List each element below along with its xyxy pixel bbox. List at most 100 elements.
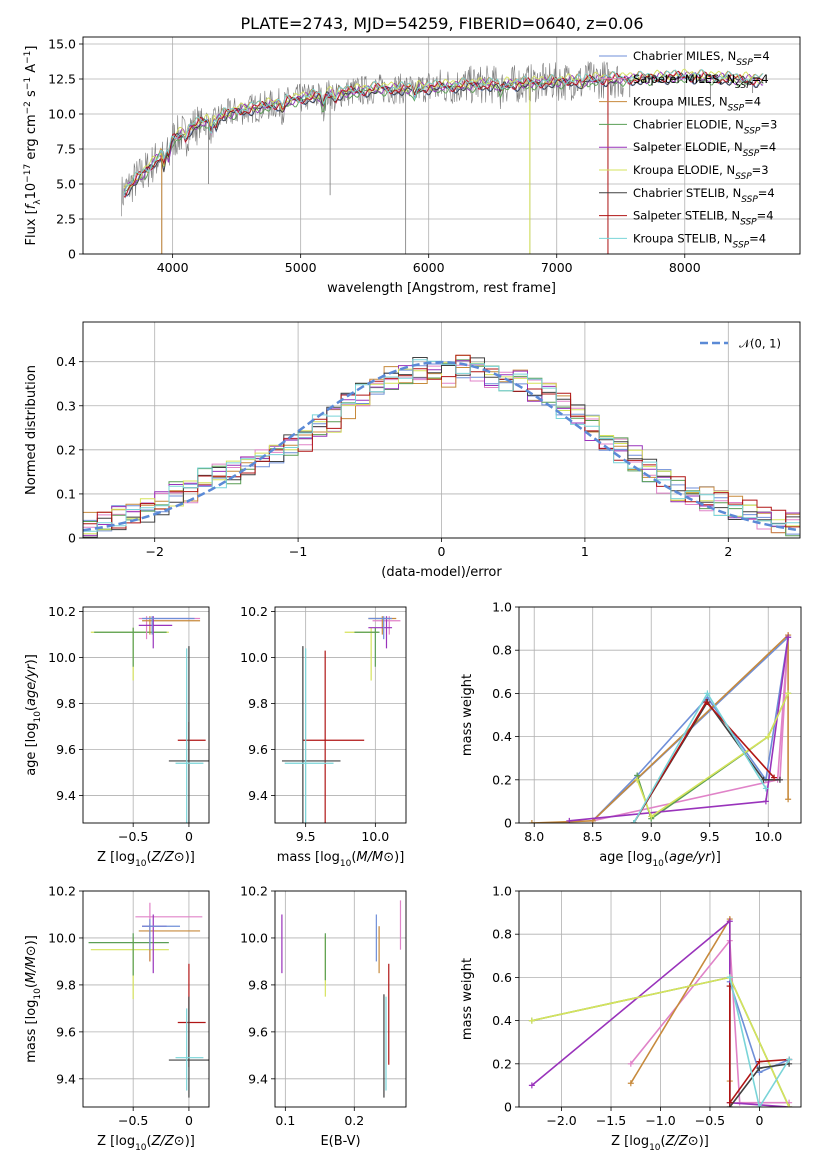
x-tick-label: 0.1 <box>275 1113 295 1128</box>
legend-label-chabrier-miles: Chabrier MILES, NSSP=4 <box>633 49 770 68</box>
x-tick-label: 9.5 <box>700 829 720 844</box>
y-tick-label: 10.2 <box>48 604 76 619</box>
mass-vs-Z-plot-area <box>88 902 209 1098</box>
histogram-legend: 𝒩(0, 1) <box>700 337 781 351</box>
y-tick-label: 0.3 <box>56 398 76 413</box>
marker-kroupa-miles <box>627 1080 634 1087</box>
mass-vs-EBV-plot-area <box>281 900 402 1098</box>
x-tick-label: 9.5 <box>296 829 316 844</box>
x-tick-label: −2 <box>145 544 163 559</box>
errorbar-kroupa-elodie <box>90 937 169 999</box>
errorbar-kroupa-stelib <box>175 648 204 823</box>
x-tick-label: −0.5 <box>118 829 148 844</box>
marker-salpeter-miles <box>627 1060 634 1067</box>
legend-label-kroupa-elodie: Kroupa ELODIE, NSSP=3 <box>633 163 769 182</box>
line-salpeter-stelib <box>728 986 790 1106</box>
y-tick-label: 9.8 <box>56 696 76 711</box>
spectrum-plot-area <box>121 61 764 254</box>
x-tick-label: 10.0 <box>361 829 389 844</box>
y-tick-label: 0.2 <box>492 1056 512 1071</box>
y-tick-label: 12.5 <box>48 72 76 87</box>
x-axis-label: E(B-V) <box>320 1134 360 1149</box>
errorbar-salpeter-elodie <box>142 914 167 974</box>
y-axis-label: mass weight <box>460 674 475 756</box>
marker-salpeter-stelib <box>771 774 778 781</box>
line-salpeter-miles <box>592 635 789 822</box>
y-tick-label: 9.4 <box>56 1071 76 1086</box>
marker-kroupa-elodie <box>765 733 772 740</box>
y-tick-label: 0 <box>504 816 512 831</box>
marker-kroupa-stelib <box>630 820 637 823</box>
line-kroupa-miles <box>531 633 789 823</box>
y-tick-label: 1.0 <box>492 884 512 899</box>
errorbar-salpeter-stelib <box>177 721 206 761</box>
x-axis-label: (data-model)/error <box>381 565 502 580</box>
plot-frame <box>82 321 801 539</box>
x-tick-label: 0 <box>185 1113 193 1128</box>
spectrum-legend: Chabrier MILES, NSSP=4 Salpeter MILES, NS… <box>599 49 777 250</box>
x-tick-label: 8.5 <box>583 829 603 844</box>
panel-age-vs-Z: −0.5 0 9.4 9.6 9.8 10.0 10.2 Z [log10(Z/Z⊙)] age… <box>24 604 210 869</box>
figure-title: PLATE=2743, MJD=54259, FIBERID=0640, z=0… <box>240 14 643 33</box>
panel-age-vs-mass: 9.5 10.0 9.4 9.6 9.8 10.0 10.2 mass [log10(M/M⊙… <box>240 604 407 869</box>
x-tick-label: 1 <box>581 544 589 559</box>
x-axis-label: Z [log10(Z/Z⊙)] <box>97 850 195 869</box>
x-tick-label: −1.5 <box>596 1113 626 1128</box>
x-tick-label: 2 <box>724 544 732 559</box>
errorbar-salpeter-miles <box>138 616 201 640</box>
line-kroupa-elodie <box>636 693 789 818</box>
y-tick-label: 0.4 <box>492 1013 512 1028</box>
marker-kroupa-stelib <box>704 690 711 697</box>
x-tick-label: 9.0 <box>641 829 661 844</box>
x-axis-label: wavelength [Angstrom, rest frame] <box>327 281 556 296</box>
marker-salpeter-elodie <box>726 918 733 925</box>
plot-frame <box>82 36 801 255</box>
x-tick-label: 6000 <box>413 260 445 275</box>
y-tick-label: 9.4 <box>248 1071 268 1086</box>
errorbar-kroupa-elodie <box>90 627 169 681</box>
y-tick-label: 9.4 <box>248 788 268 803</box>
marker-kroupa-miles <box>528 820 535 823</box>
panel-mass-vs-EBV: 0.1 0.2 9.4 9.6 9.8 10.0 10.2 E(B-V) <box>240 884 407 1149</box>
marker-kroupa-elodie <box>528 1017 535 1024</box>
errorbar-salpeter-elodie <box>138 616 173 649</box>
errorbar-chabrier-stelib <box>168 646 209 823</box>
plot-frame <box>518 606 802 824</box>
plot-frame <box>518 890 802 1108</box>
plot-frame <box>82 890 210 1108</box>
model-kroupa-elodie <box>123 68 764 189</box>
y-tick-label: 0.8 <box>492 927 512 942</box>
errorbar-salpeter-elodie <box>368 616 393 649</box>
x-tick-label: 5000 <box>285 260 317 275</box>
x-tick-label: 0.2 <box>344 1113 364 1128</box>
age-vs-Z-plot-area <box>90 616 209 823</box>
y-axis-label: age [log10(age/yr)] <box>24 654 43 776</box>
y-tick-label: 9.8 <box>248 696 268 711</box>
x-axis-label: Z [log10(Z/Z⊙)] <box>97 1134 195 1153</box>
legend-label-salpeter-stelib: Salpeter STELIB, NSSP=4 <box>633 209 774 228</box>
errorbar-chabrier-elodie <box>88 933 169 976</box>
marker-kroupa-stelib <box>786 1056 793 1063</box>
marker-salpeter-stelib <box>726 1099 733 1106</box>
y-tick-label: 0 <box>504 1100 512 1115</box>
errorbar-kroupa-elodie <box>344 627 379 681</box>
weight-vs-Z-plot-area <box>528 916 793 1107</box>
errorbar-chabrier-elodie <box>94 627 167 667</box>
x-tick-label: −0.5 <box>118 1113 148 1128</box>
marker-chabrier-stelib <box>776 776 783 783</box>
y-tick-label: 0.2 <box>492 772 512 787</box>
x-tick-label: 8.0 <box>524 829 544 844</box>
y-tick-label: 0.4 <box>56 354 76 369</box>
model-salpeter-stelib <box>123 70 764 198</box>
y-tick-label: 2.5 <box>56 212 76 227</box>
y-tick-label: 10.0 <box>48 107 76 122</box>
y-tick-label: 9.4 <box>56 788 76 803</box>
y-tick-label: 0.4 <box>492 729 512 744</box>
errorbar-kroupa-stelib <box>175 1008 204 1091</box>
y-axis-label: Normed distribution <box>24 365 39 495</box>
y-tick-label: 9.8 <box>248 977 268 992</box>
y-tick-label: 10.0 <box>48 930 76 945</box>
x-axis-label: mass [log10(M/M⊙)] <box>277 850 405 869</box>
line-kroupa-stelib <box>729 977 790 1107</box>
